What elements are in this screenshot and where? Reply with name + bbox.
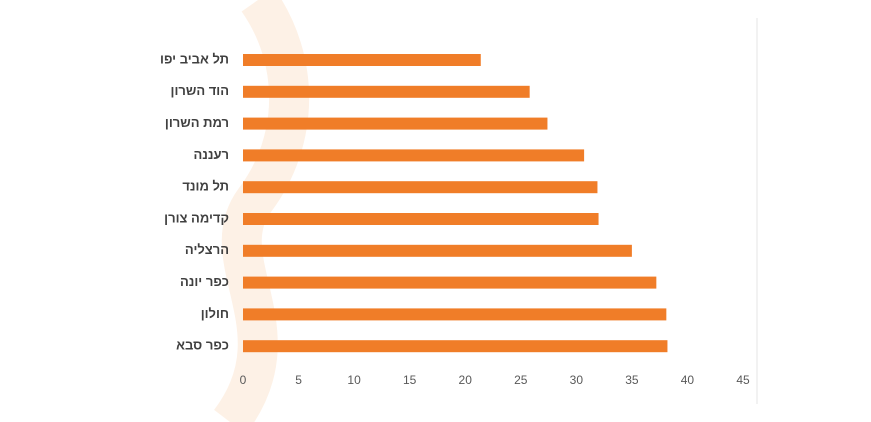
x-tick-label: 0 xyxy=(240,373,247,387)
y-tick-label: רעננה xyxy=(193,147,229,162)
y-tick-label: תל מונד xyxy=(182,179,229,194)
x-tick-label: 10 xyxy=(347,373,361,387)
y-tick-label: רמת השרון xyxy=(165,115,229,130)
y-tick-label: כפר סבא xyxy=(176,338,229,353)
bar xyxy=(243,181,598,194)
bar xyxy=(243,149,585,162)
x-tick-label: 35 xyxy=(625,373,639,387)
y-tick-label: הרצליה xyxy=(185,242,229,257)
bar xyxy=(243,117,548,130)
x-tick-label: 30 xyxy=(570,373,584,387)
bar xyxy=(243,308,667,321)
y-tick-label: תל אביב יפו xyxy=(160,51,229,66)
x-tick-label: 20 xyxy=(459,373,473,387)
bar xyxy=(243,340,668,353)
x-tick-label: 45 xyxy=(736,373,750,387)
y-tick-label: חולון xyxy=(201,306,229,321)
x-tick-label: 25 xyxy=(514,373,528,387)
bar xyxy=(243,213,599,225)
x-tick-label: 5 xyxy=(295,373,302,387)
y-tick-label: כפר יונה xyxy=(180,274,229,289)
y-tick-label: קדימה צורן xyxy=(164,210,229,225)
bar xyxy=(243,54,481,66)
bar xyxy=(243,244,632,257)
x-tick-label: 15 xyxy=(403,373,417,387)
x-tick-label: 40 xyxy=(681,373,695,387)
y-tick-label: הוד השרון xyxy=(171,83,229,98)
bar xyxy=(243,85,530,98)
bar xyxy=(243,276,657,289)
